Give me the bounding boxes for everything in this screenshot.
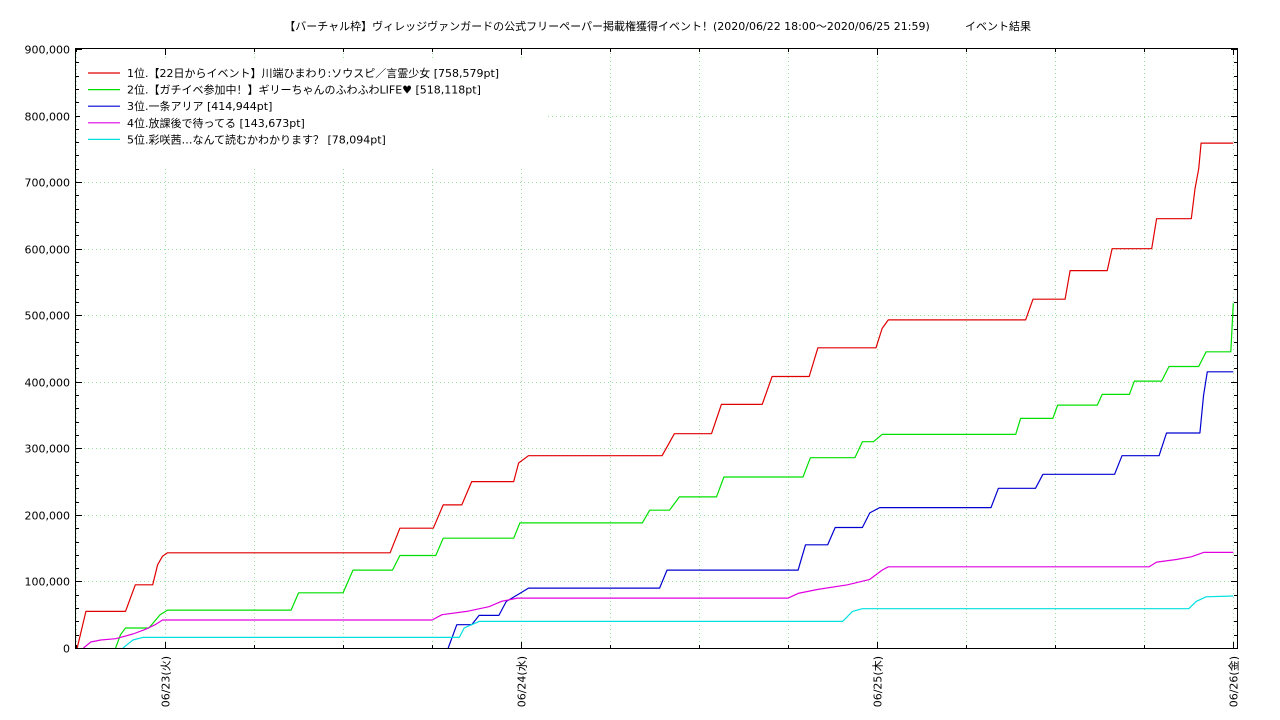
y-tick-label: 200,000 xyxy=(25,510,71,523)
y-tick-label: 100,000 xyxy=(25,576,71,589)
legend-label-1: 1位.【22日からイベント】川端ひまわり:ソウスピ／言霊少女 [758,579p… xyxy=(127,66,499,80)
legend-label-2: 2位.【ガチイベ参加中！】ギリーちゃんのふわふわLIFE♥ [518,118pt… xyxy=(127,83,481,97)
y-tick-label: 300,000 xyxy=(25,443,71,456)
x-tick-label: 06/23(火) xyxy=(160,656,173,707)
series-line-2 xyxy=(115,303,1234,649)
y-tick-label: 900,000 xyxy=(25,44,71,57)
x-axis: 06/23(火) 06/24(水) 06/25(木) 06/26(金) xyxy=(76,49,1241,707)
grid-lines xyxy=(76,49,1237,648)
x-tick-label: 06/25(木) xyxy=(872,656,885,707)
series-line-3 xyxy=(447,371,1234,649)
y-tick-label: 400,000 xyxy=(25,377,71,390)
y-tick-label: 600,000 xyxy=(25,244,71,257)
x-tick-label: 06/26(金) xyxy=(1227,656,1241,707)
legend: 1位.【22日からイベント】川端ひまわり:ソウスピ／言霊少女 [758,579p… xyxy=(80,60,545,168)
legend-label-4: 4位.放課後で待ってる [143,673pt] xyxy=(127,116,305,130)
legend-label-3: 3位.一条アリア [414,944pt] xyxy=(127,99,272,113)
y-tick-label: 700,000 xyxy=(25,177,71,190)
legend-box xyxy=(80,60,545,168)
x-tick-label: 06/24(水) xyxy=(516,656,529,707)
y-tick-label: 500,000 xyxy=(25,310,71,323)
chart-subtitle: イベント結果 xyxy=(965,19,1031,33)
series-line-4 xyxy=(83,551,1234,649)
series-lines xyxy=(76,142,1234,649)
y-tick-label: 0 xyxy=(63,643,70,656)
series-line-1 xyxy=(76,142,1234,649)
y-axis: 0 100,000 200,000 300,000 400,000 500,000 600,… xyxy=(25,44,1237,656)
legend-label-5: 5位.彩咲茜…なんて読むかわかります？ [78,094pt] xyxy=(127,132,386,146)
y-tick-label: 800,000 xyxy=(25,111,71,124)
chart-title: 【バーチャル枠】ヴィレッジヴァンガードの公式フリーペーパー掲載権獲得イベント！(… xyxy=(284,19,930,33)
plot-frame xyxy=(75,48,1238,649)
series-line-5 xyxy=(122,595,1234,649)
